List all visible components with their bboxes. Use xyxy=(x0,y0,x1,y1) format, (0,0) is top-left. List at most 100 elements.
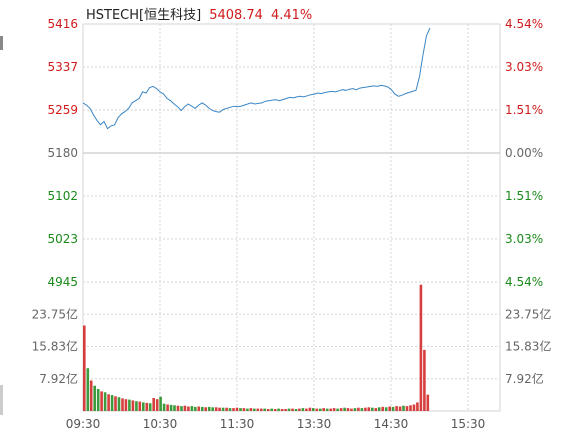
volume-left-axis-labels: 23.75亿 15.83亿 7.92亿 xyxy=(32,306,78,386)
volume-bar xyxy=(364,407,367,411)
volume-bar xyxy=(263,408,266,411)
volume-bar xyxy=(426,394,430,411)
volume-bar xyxy=(339,408,343,411)
volume-bar xyxy=(239,408,242,411)
volume-bar xyxy=(384,407,388,411)
volume-bar xyxy=(294,409,298,411)
volume-bar xyxy=(114,396,117,411)
volume-bar xyxy=(142,402,145,411)
left-tick-label: 5023 xyxy=(47,232,78,246)
volume-bar xyxy=(107,394,110,411)
index-price: 5408.74 xyxy=(209,8,263,23)
volume-bar xyxy=(273,409,277,411)
volume-bar xyxy=(329,408,332,411)
volume-tick-label: 7.92亿 xyxy=(39,371,78,386)
price-line xyxy=(82,27,431,130)
left-axis-labels: 5416 5337 5259 5180 5102 5023 4945 xyxy=(47,17,78,289)
volume-bar xyxy=(332,408,336,411)
index-change-pct: 4.41% xyxy=(270,8,313,23)
volume-bar xyxy=(103,392,107,411)
time-tick-label: 09:30 xyxy=(66,417,101,431)
left-tick-label: 5102 xyxy=(47,189,78,203)
volume-bar xyxy=(291,408,294,411)
volume-bar xyxy=(360,408,364,411)
volume-tick-label: 15.83亿 xyxy=(505,339,551,354)
volume-tick-label: 7.92亿 xyxy=(505,371,544,386)
volume-bar xyxy=(395,406,398,411)
volume-bar xyxy=(110,395,114,411)
chart-grid xyxy=(82,23,501,412)
volume-tick-label: 23.75亿 xyxy=(32,306,78,321)
volume-bar xyxy=(377,407,381,411)
volume-bar xyxy=(391,406,395,411)
volume-bar xyxy=(232,408,235,411)
volume-bar xyxy=(409,405,412,411)
volume-bar xyxy=(308,407,312,411)
volume-bar xyxy=(86,368,90,411)
volume-bar xyxy=(145,402,149,411)
volume-tick-label: 23.75亿 xyxy=(505,306,551,321)
volume-bar xyxy=(280,409,284,411)
volume-bar xyxy=(249,408,253,411)
volume-bar xyxy=(266,409,270,411)
volume-bar xyxy=(346,408,350,411)
chart-title: HSTECH[恒生科技] 5408.74 4.41% xyxy=(86,4,312,23)
index-symbol: HSTECH[恒生科技] xyxy=(86,8,202,23)
volume-bar xyxy=(305,408,308,411)
volume-bar xyxy=(235,407,239,411)
volume-bar xyxy=(319,408,322,411)
time-tick-label: 14:30 xyxy=(374,417,409,431)
volume-bar xyxy=(419,284,423,411)
volume-bar xyxy=(148,403,152,411)
volume-bar xyxy=(89,380,93,411)
volume-bar xyxy=(201,406,204,411)
volume-bar xyxy=(367,407,371,411)
volume-bar xyxy=(131,400,135,411)
volume-bar xyxy=(350,408,353,411)
volume-bar xyxy=(96,389,100,411)
volume-bar xyxy=(277,408,280,411)
volume-bar xyxy=(423,349,426,411)
right-tick-label: 0.00% xyxy=(505,146,543,160)
left-tick-label: 5259 xyxy=(47,103,78,117)
volume-bar xyxy=(270,408,273,411)
window-edge-scrollbar[interactable] xyxy=(0,385,3,415)
volume-bar xyxy=(183,405,187,411)
volume-bar xyxy=(152,398,155,411)
time-tick-label: 10:30 xyxy=(143,417,178,431)
right-tick-label: 3.03% xyxy=(505,232,543,246)
volume-bar xyxy=(312,408,315,411)
volume-bar xyxy=(138,401,142,411)
right-tick-label: 4.54% xyxy=(505,275,543,289)
left-tick-label: 5180 xyxy=(47,146,78,160)
volume-bar xyxy=(155,399,159,411)
volume-bar xyxy=(253,408,256,411)
volume-bar xyxy=(322,408,325,411)
volume-bar xyxy=(162,403,166,411)
volume-bar xyxy=(298,408,301,411)
volume-bar xyxy=(128,399,131,411)
volume-bar xyxy=(214,407,218,411)
volume-bar xyxy=(301,408,305,411)
volume-tick-label: 15.83亿 xyxy=(32,339,78,354)
volume-bar xyxy=(405,406,409,411)
volume-bar xyxy=(197,406,201,411)
volume-bar xyxy=(315,408,319,411)
volume-bar xyxy=(402,405,405,411)
volume-bar xyxy=(187,406,190,411)
window-edge-marker xyxy=(0,36,3,50)
volume-bar xyxy=(180,406,183,411)
volume-bar xyxy=(371,407,374,411)
volume-bar xyxy=(190,406,194,411)
volume-bar xyxy=(207,406,211,411)
volume-bar xyxy=(284,409,287,411)
volume-bar xyxy=(398,406,402,411)
volume-bar xyxy=(100,391,103,411)
volume-bar xyxy=(176,405,180,411)
volume-bar xyxy=(135,401,138,411)
volume-bar xyxy=(357,407,360,411)
volume-bar xyxy=(416,402,419,411)
volume-bar xyxy=(93,385,96,411)
